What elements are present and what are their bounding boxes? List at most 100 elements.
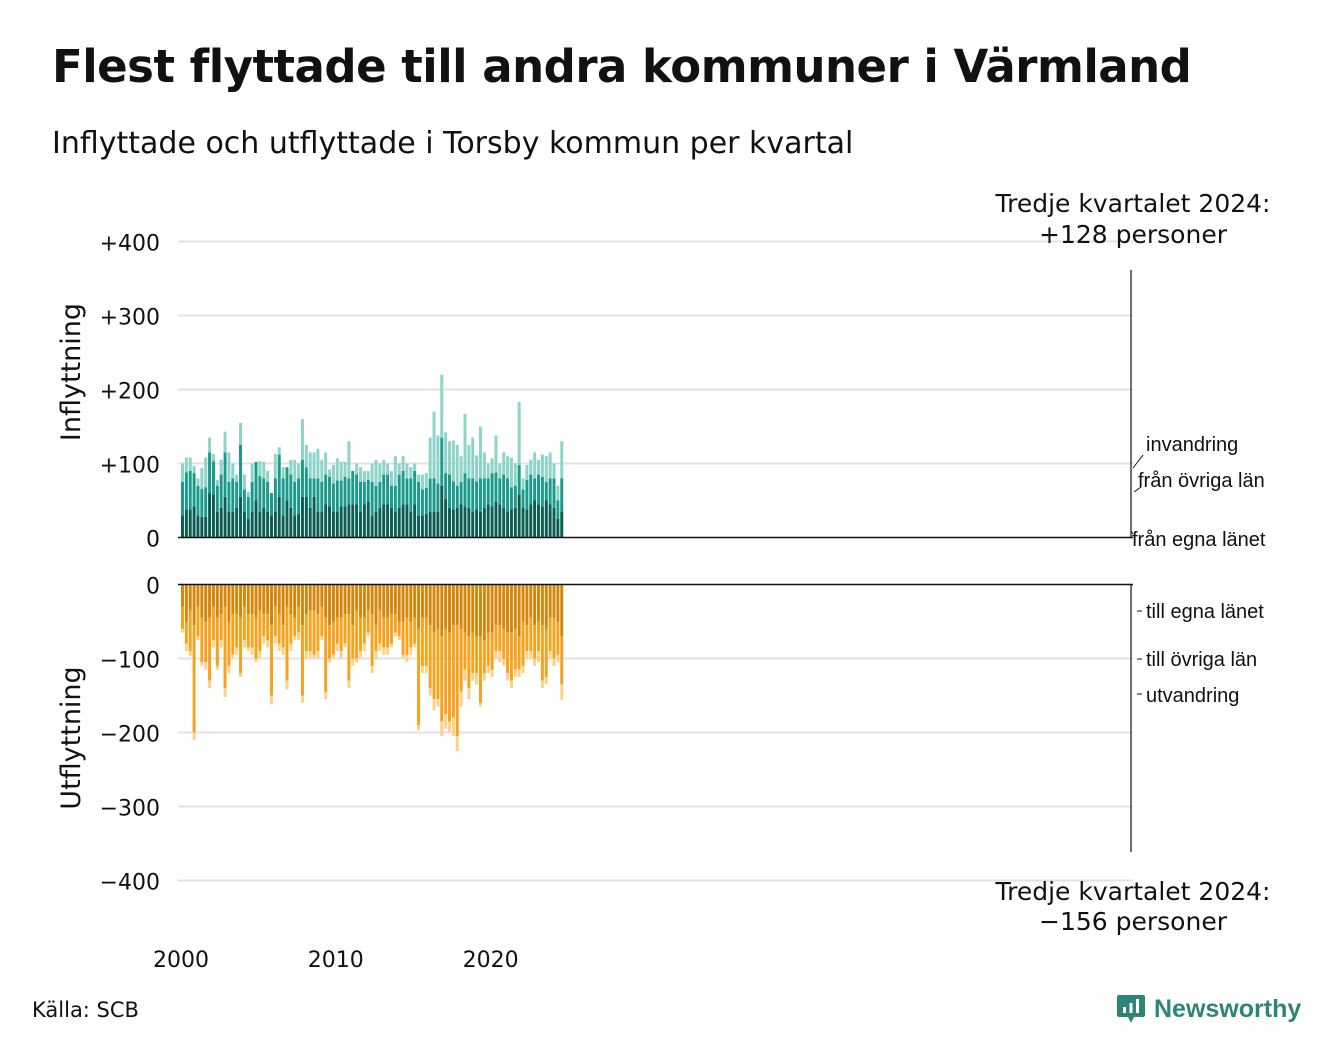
- bar-out-other-counties: [339, 617, 343, 652]
- bar-in-own-county: [331, 511, 335, 538]
- outflow-annotation-value: −156 personer: [1039, 907, 1228, 936]
- bar-in-immigration: [293, 459, 297, 482]
- bar-out-own-county: [370, 584, 374, 615]
- bar-out-own-county: [386, 584, 390, 618]
- bar-out-own-county: [293, 584, 297, 618]
- bar-out-own-county: [258, 584, 262, 611]
- bar-in-immigration: [359, 467, 362, 482]
- bar-in-immigration: [552, 463, 556, 479]
- bar-in-other-counties: [324, 474, 328, 505]
- bar-out-other-counties: [440, 636, 444, 722]
- bar-out-other-counties: [316, 614, 320, 652]
- bar-out-emigration: [250, 647, 254, 655]
- bar-out-emigration: [494, 651, 498, 659]
- bar-out-emigration: [277, 643, 281, 652]
- bar-out-emigration: [420, 665, 424, 674]
- bar-in-own-county: [277, 496, 281, 538]
- bar-in-immigration: [502, 452, 506, 475]
- bar-in-immigration: [455, 445, 459, 486]
- bar-in-immigration: [475, 455, 479, 482]
- bar-in-immigration: [509, 457, 513, 488]
- bar-out-other-counties: [250, 614, 254, 648]
- bar-in-immigration: [181, 463, 184, 482]
- bar-in-immigration: [490, 458, 494, 474]
- bar-out-emigration: [455, 736, 459, 751]
- bar-out-emigration: [506, 673, 510, 681]
- bar-in-own-county: [556, 519, 560, 538]
- bar-in-own-county: [409, 511, 413, 538]
- bar-out-own-county: [533, 584, 537, 626]
- bar-in-own-county: [304, 496, 308, 538]
- inflow-annotation-line1: Tredje kvartalet 2024:: [995, 189, 1271, 218]
- bar-out-other-counties: [494, 625, 498, 652]
- x-tick-label: 2000: [153, 948, 209, 973]
- bar-out-other-counties: [200, 617, 204, 663]
- bar-in-own-county: [359, 511, 362, 538]
- bar-out-emigration: [475, 673, 479, 685]
- bar-out-own-county: [181, 584, 184, 607]
- bar-out-other-counties: [277, 614, 281, 644]
- bar-in-own-county: [324, 504, 328, 538]
- bar-out-emigration: [258, 651, 262, 659]
- outflow-tick-label: −200: [100, 723, 160, 748]
- bar-in-immigration: [471, 437, 475, 479]
- bar-out-other-counties: [517, 636, 521, 670]
- bar-in-own-county: [339, 506, 343, 538]
- bar-in-own-county: [506, 511, 510, 538]
- bar-out-other-counties: [331, 621, 335, 655]
- bar-out-emigration: [401, 654, 405, 659]
- bar-out-other-counties: [537, 621, 541, 652]
- bar-in-immigration: [560, 441, 564, 479]
- bar-in-own-county: [300, 496, 304, 538]
- bar-out-other-counties: [502, 628, 506, 659]
- bar-out-emigration: [366, 632, 370, 637]
- bar-out-own-county: [347, 584, 351, 615]
- bar-in-immigration: [362, 470, 366, 482]
- bar-out-emigration: [521, 665, 525, 674]
- bar-in-own-county: [413, 504, 417, 538]
- bar-in-own-county: [382, 504, 386, 538]
- bar-out-emigration: [548, 651, 552, 659]
- bar-in-immigration: [556, 485, 560, 501]
- bar-in-other-counties: [417, 482, 421, 516]
- bar-out-own-county: [331, 584, 335, 622]
- bar-in-own-county: [405, 504, 409, 538]
- bar-out-own-county: [478, 584, 482, 637]
- bar-in-other-counties: [235, 482, 239, 508]
- bar-in-own-county: [374, 511, 378, 538]
- bar-in-immigration: [420, 474, 424, 490]
- bar-in-other-counties: [498, 478, 502, 505]
- bar-out-emigration: [227, 665, 231, 674]
- bar-out-emigration: [246, 647, 250, 652]
- bar-out-emigration: [231, 654, 235, 659]
- bar-in-other-counties: [320, 482, 324, 512]
- bar-in-other-counties: [289, 474, 293, 508]
- bar-out-emigration: [556, 654, 560, 663]
- bar-in-immigration: [320, 459, 324, 482]
- bar-out-emigration: [335, 643, 339, 652]
- bar-out-other-counties: [448, 632, 451, 722]
- bar-in-own-county: [509, 509, 513, 538]
- bar-out-other-counties: [335, 617, 339, 644]
- bar-out-own-county: [482, 584, 486, 640]
- bar-in-own-county: [235, 507, 239, 538]
- bar-out-own-county: [448, 584, 451, 633]
- label-fran-ovriga-lan: från övriga län: [1138, 470, 1265, 492]
- bar-out-other-counties: [328, 625, 332, 659]
- bar-out-other-counties: [184, 621, 188, 644]
- bar-in-other-counties: [544, 482, 548, 501]
- newsworthy-logo-icon: [1117, 995, 1145, 1023]
- bar-out-emigration: [389, 643, 393, 648]
- bar-in-immigration: [355, 463, 359, 475]
- bar-out-own-county: [378, 584, 382, 611]
- bar-in-other-counties: [254, 462, 258, 501]
- bar-in-own-county: [273, 511, 277, 538]
- bar-out-emigration: [270, 695, 273, 705]
- bar-out-other-counties: [258, 610, 262, 652]
- bar-in-immigration: [409, 467, 413, 479]
- bar-out-other-counties: [308, 610, 312, 652]
- bar-in-own-county: [254, 500, 258, 538]
- newsworthy-brand[interactable]: Newsworthy: [1116, 993, 1301, 1025]
- bar-in-other-counties: [208, 452, 212, 494]
- inflow-annotation-value: +128 personer: [1039, 220, 1228, 249]
